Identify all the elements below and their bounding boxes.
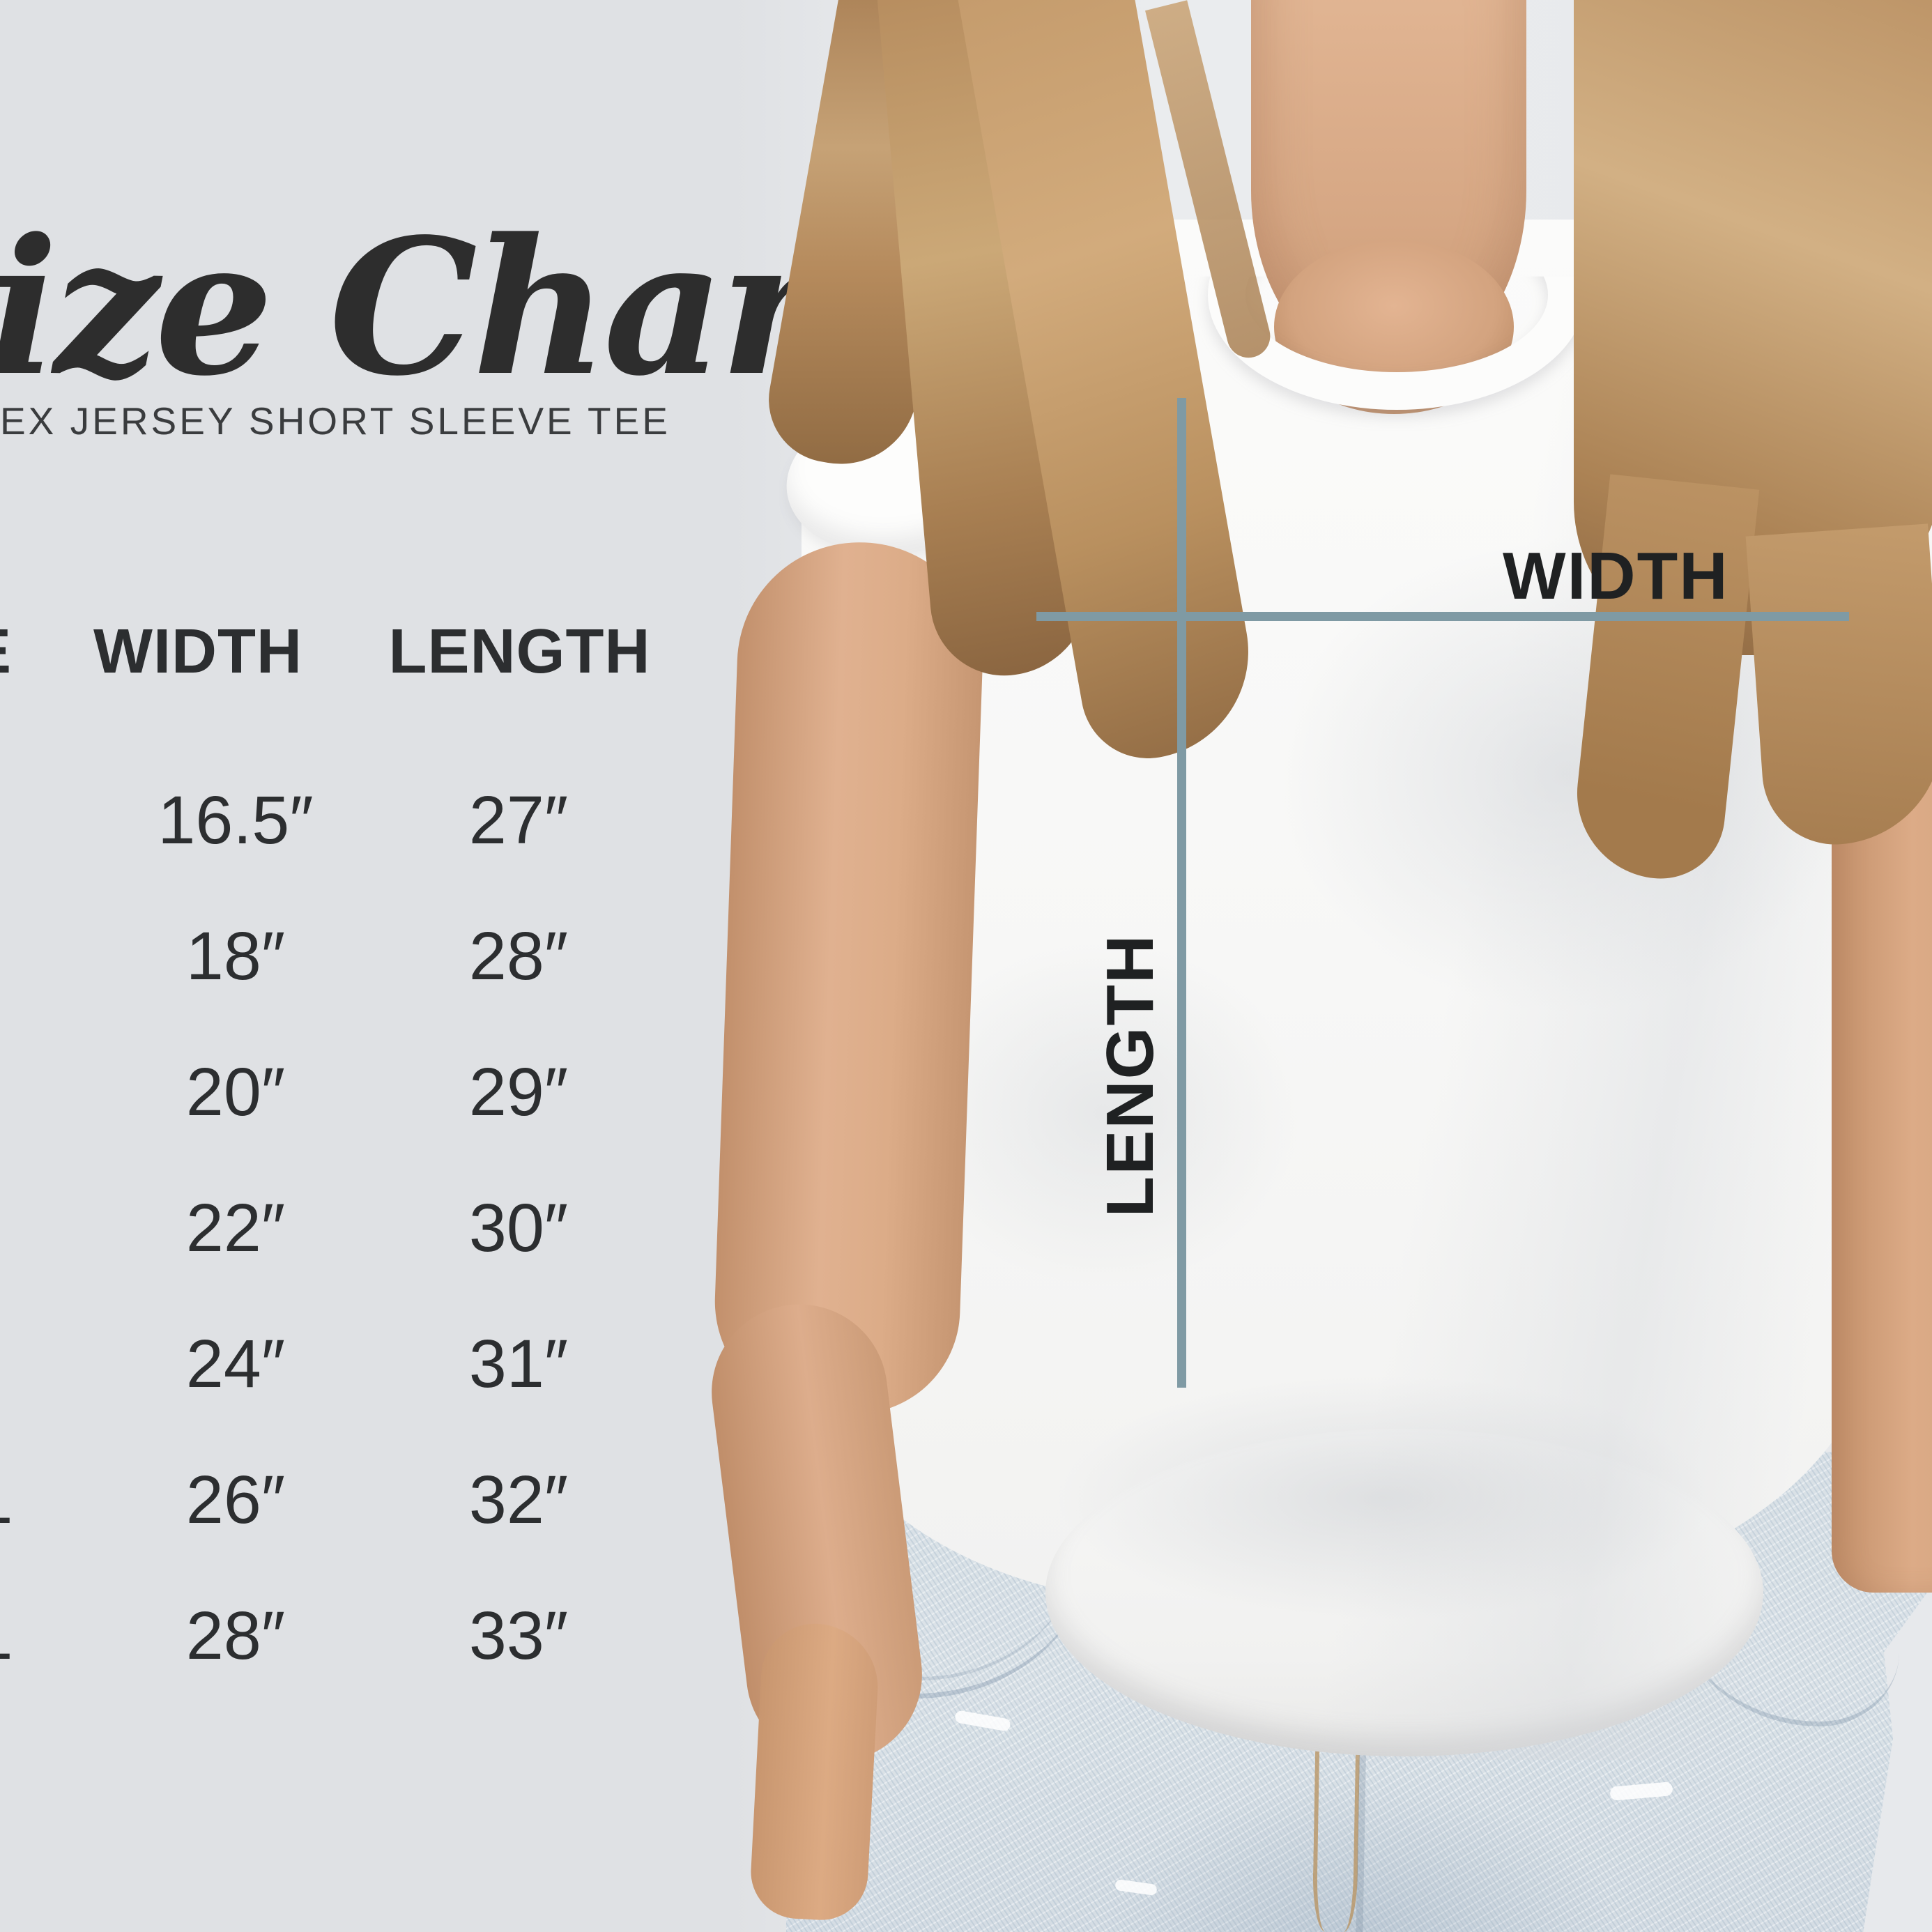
length-cell: 31″ [468,1326,569,1402]
table-header-row: E WIDTH LENGTH [0,613,669,690]
width-measure-label: WIDTH [1503,539,1729,613]
length-measure-line [1177,398,1186,1388]
table-row: 22″ 30″ [0,1190,669,1266]
table-row: L 26″ 32″ [0,1462,669,1538]
length-cell: 33″ [468,1597,569,1673]
tshirt-hem-drape [1045,1429,1763,1756]
size-cell-fragment [0,1054,12,1130]
size-cell-fragment [0,1190,12,1266]
length-cell: 27″ [468,782,569,858]
size-cell-fragment: L [0,1462,12,1538]
length-cell: 28″ [468,918,569,994]
size-cell-fragment [0,918,12,995]
table-row: L 28″ 33″ [0,1597,669,1674]
table-row: 16.5″ 27″ [0,782,669,859]
length-cell: 32″ [468,1462,569,1538]
jeans-fly-stitch [1312,1735,1360,1932]
table-header-size-fragment: E [0,613,12,690]
width-cell: 24″ [185,1326,286,1402]
width-cell: 18″ [185,918,286,994]
size-cell-fragment: L [0,1597,12,1674]
size-cell-fragment [0,782,12,859]
width-cell: 16.5″ [158,782,314,858]
hair-strand [1745,523,1932,850]
size-cell-fragment [0,1326,12,1402]
table-header-length: LENGTH [388,617,651,687]
width-cell: 28″ [185,1597,286,1673]
table-header-width: WIDTH [93,617,302,687]
right-hand [749,1620,881,1923]
table-row: 20″ 29″ [0,1054,669,1130]
page-subtitle: EX JERSEY SHORT SLEEVE TEE [0,399,670,443]
length-measure-label: LENGTH [1093,933,1167,1218]
right-arm-upper [711,538,987,1418]
table-row: 18″ 28″ [0,918,669,995]
length-cell: 29″ [468,1054,569,1130]
table-row: 24″ 31″ [0,1326,669,1402]
width-cell: 26″ [185,1462,286,1538]
width-cell: 22″ [185,1190,286,1266]
length-cell: 30″ [468,1190,569,1266]
page-title: ize Chart [0,198,900,417]
width-cell: 20″ [185,1054,286,1130]
